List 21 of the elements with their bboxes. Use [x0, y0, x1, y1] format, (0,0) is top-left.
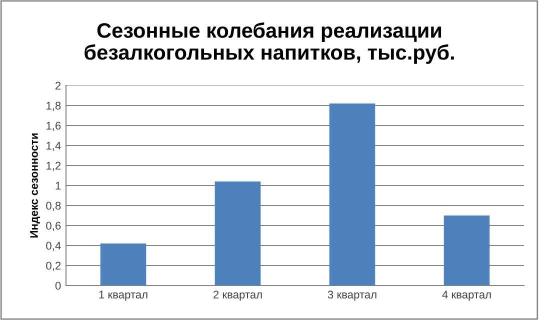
y-tick-label: 1,2	[46, 162, 61, 171]
y-tick-label: 2	[56, 82, 61, 90]
y-tick-label: 0,2	[46, 262, 61, 271]
y-axis-title: Индекс сезонности	[30, 134, 40, 238]
y-tick-label: 0,6	[46, 222, 61, 231]
y-tick-label: 1	[56, 182, 61, 190]
x-tick-label: 1 квартал	[99, 290, 148, 301]
bar	[100, 244, 146, 286]
x-tick-label: 4 квартал	[442, 290, 491, 301]
y-tick-label: 1,8	[46, 102, 61, 111]
bar	[444, 216, 490, 286]
y-tick-label: 0,4	[46, 242, 61, 251]
bar	[329, 104, 376, 286]
bar	[214, 182, 261, 286]
y-tick-label: 1,4	[46, 142, 61, 151]
y-tick-label: 1,6	[46, 122, 61, 131]
y-tick-label: 0,8	[46, 202, 61, 211]
x-tick-label: 2 квартал	[213, 290, 262, 301]
chart-title: Сезонные колебания реализации безалкогольных напитков, тыс.руб.	[84, 22, 454, 64]
x-tick-label: 3 квартал	[328, 290, 376, 301]
y-tick-label: 0	[55, 282, 61, 290]
